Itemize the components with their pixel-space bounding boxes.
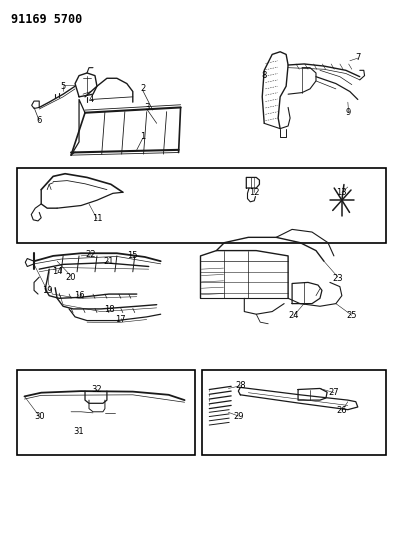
Text: 6: 6	[36, 116, 42, 125]
Text: 31: 31	[74, 427, 84, 437]
Text: 17: 17	[115, 315, 126, 324]
Text: 18: 18	[103, 305, 114, 314]
Text: 91169 5700: 91169 5700	[11, 13, 83, 26]
Text: 23: 23	[332, 273, 343, 282]
Text: 21: 21	[104, 257, 114, 265]
Text: 26: 26	[336, 406, 347, 415]
Text: 19: 19	[42, 286, 53, 295]
Text: 12: 12	[249, 188, 259, 197]
Text: 4: 4	[88, 95, 93, 104]
Text: 13: 13	[336, 188, 347, 197]
Text: 1: 1	[140, 132, 146, 141]
Text: 2: 2	[140, 84, 146, 93]
Text: 7: 7	[355, 53, 360, 62]
Text: 22: 22	[86, 251, 96, 260]
Text: 5: 5	[61, 82, 66, 91]
Text: 29: 29	[233, 411, 243, 421]
Text: 3: 3	[144, 103, 150, 112]
Text: 32: 32	[92, 385, 102, 394]
Text: 25: 25	[346, 311, 357, 320]
Text: 8: 8	[261, 71, 267, 80]
Bar	[17, 168, 386, 243]
Text: 11: 11	[92, 214, 102, 223]
Text: 14: 14	[52, 268, 63, 276]
Text: 15: 15	[128, 252, 138, 261]
Text: 9: 9	[345, 108, 350, 117]
Text: 16: 16	[74, 291, 84, 300]
Text: 20: 20	[66, 272, 76, 281]
Bar	[203, 370, 386, 455]
Text: 30: 30	[34, 411, 45, 421]
Text: 27: 27	[328, 388, 339, 397]
Bar	[17, 370, 194, 455]
Text: 24: 24	[289, 311, 299, 320]
Text: 28: 28	[235, 381, 246, 390]
